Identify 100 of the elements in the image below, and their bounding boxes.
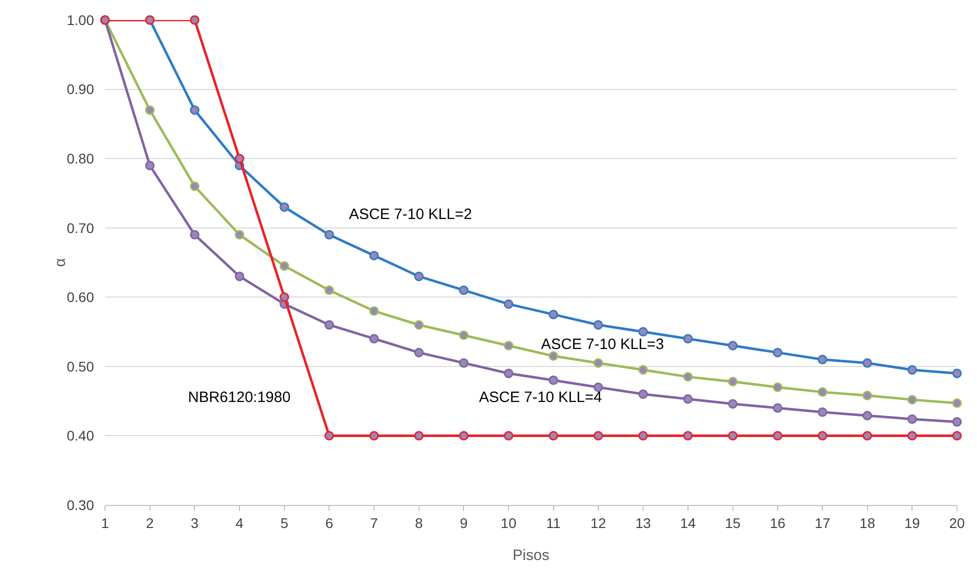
point bbox=[728, 340, 738, 350]
point bbox=[818, 387, 828, 397]
x-tick-label: 18 bbox=[860, 514, 876, 531]
point bbox=[594, 382, 604, 392]
point bbox=[862, 410, 872, 420]
point bbox=[234, 230, 244, 240]
point bbox=[952, 398, 962, 408]
point bbox=[818, 354, 828, 364]
point bbox=[907, 430, 917, 440]
point bbox=[818, 407, 828, 417]
x-tick-label: 2 bbox=[146, 514, 154, 531]
point bbox=[324, 230, 334, 240]
point bbox=[862, 430, 872, 440]
point bbox=[772, 382, 782, 392]
point bbox=[280, 261, 290, 271]
point bbox=[907, 414, 917, 424]
x-tick-label: 8 bbox=[414, 514, 423, 531]
x-tick-label: 20 bbox=[949, 514, 965, 531]
x-tick-label: 1 bbox=[101, 514, 110, 531]
point bbox=[728, 430, 738, 440]
x-tick-label: 14 bbox=[680, 514, 696, 531]
x-tick-label: 16 bbox=[770, 514, 786, 531]
x-tick-label: 10 bbox=[500, 514, 517, 531]
point bbox=[414, 272, 424, 282]
point bbox=[504, 299, 514, 309]
point bbox=[234, 154, 244, 164]
point bbox=[280, 292, 290, 302]
point bbox=[952, 368, 962, 378]
y-tick-label: 0.50 bbox=[66, 358, 94, 374]
point bbox=[324, 430, 334, 440]
point bbox=[234, 272, 244, 282]
point bbox=[638, 327, 648, 337]
point bbox=[190, 230, 200, 240]
y-tick-label: 0.70 bbox=[66, 220, 94, 236]
x-tick-label: 6 bbox=[325, 514, 334, 531]
point bbox=[728, 376, 738, 386]
point bbox=[548, 351, 558, 361]
point bbox=[862, 390, 872, 400]
x-tick-label: 19 bbox=[904, 514, 920, 531]
point bbox=[414, 320, 424, 330]
point bbox=[907, 394, 917, 404]
point bbox=[414, 348, 424, 358]
point bbox=[324, 320, 334, 330]
point bbox=[458, 430, 468, 440]
point bbox=[683, 430, 693, 440]
point bbox=[594, 358, 604, 368]
point bbox=[548, 310, 558, 320]
point bbox=[952, 430, 962, 440]
x-tick-label: 7 bbox=[370, 514, 378, 531]
y-tick-label: 0.30 bbox=[66, 496, 94, 513]
x-tick-label: 3 bbox=[190, 514, 199, 531]
point bbox=[594, 430, 604, 440]
x-tick-label: 4 bbox=[236, 514, 244, 531]
x-tick-label: 11 bbox=[546, 514, 561, 531]
y-tick-label: 0.80 bbox=[66, 150, 94, 166]
x-tick-label: 13 bbox=[635, 514, 652, 531]
point bbox=[190, 15, 200, 25]
point bbox=[504, 368, 514, 378]
point bbox=[728, 399, 738, 409]
y-tick-label: 1.00 bbox=[66, 12, 94, 28]
point bbox=[638, 430, 648, 440]
point bbox=[683, 334, 693, 344]
point bbox=[458, 358, 468, 368]
point bbox=[369, 334, 379, 344]
annotation: ASCE 7-10 KLL=3 bbox=[541, 336, 664, 353]
point bbox=[683, 394, 693, 404]
x-tick-label: 9 bbox=[460, 514, 468, 531]
point bbox=[772, 348, 782, 358]
point bbox=[324, 285, 334, 295]
point bbox=[369, 306, 379, 316]
point bbox=[145, 160, 155, 170]
point bbox=[772, 403, 782, 413]
point bbox=[638, 389, 648, 399]
annotation: ASCE 7-10 KLL=4 bbox=[479, 389, 602, 406]
point bbox=[369, 430, 379, 440]
annotation: ASCE 7-10 KLL=2 bbox=[349, 206, 472, 223]
point bbox=[414, 430, 424, 440]
point bbox=[190, 105, 200, 115]
point bbox=[190, 182, 200, 192]
y-axis-title: α bbox=[52, 258, 69, 267]
x-tick-label: 17 bbox=[814, 514, 830, 531]
point bbox=[683, 372, 693, 382]
point bbox=[145, 105, 155, 115]
point bbox=[458, 285, 468, 295]
y-tick-label: 0.60 bbox=[66, 289, 94, 306]
point bbox=[862, 358, 872, 368]
y-tick-label: 0.90 bbox=[66, 81, 94, 98]
point bbox=[638, 365, 648, 375]
point bbox=[594, 320, 604, 330]
point bbox=[369, 250, 379, 260]
point bbox=[458, 330, 468, 340]
point bbox=[280, 202, 290, 212]
y-tick-label: 0.40 bbox=[66, 428, 94, 444]
point bbox=[772, 430, 782, 440]
point bbox=[548, 376, 558, 386]
x-tick-label: 12 bbox=[590, 514, 606, 531]
point bbox=[907, 365, 917, 375]
point bbox=[504, 430, 514, 440]
point bbox=[952, 417, 962, 427]
annotation: NBR6120:1980 bbox=[188, 389, 291, 406]
